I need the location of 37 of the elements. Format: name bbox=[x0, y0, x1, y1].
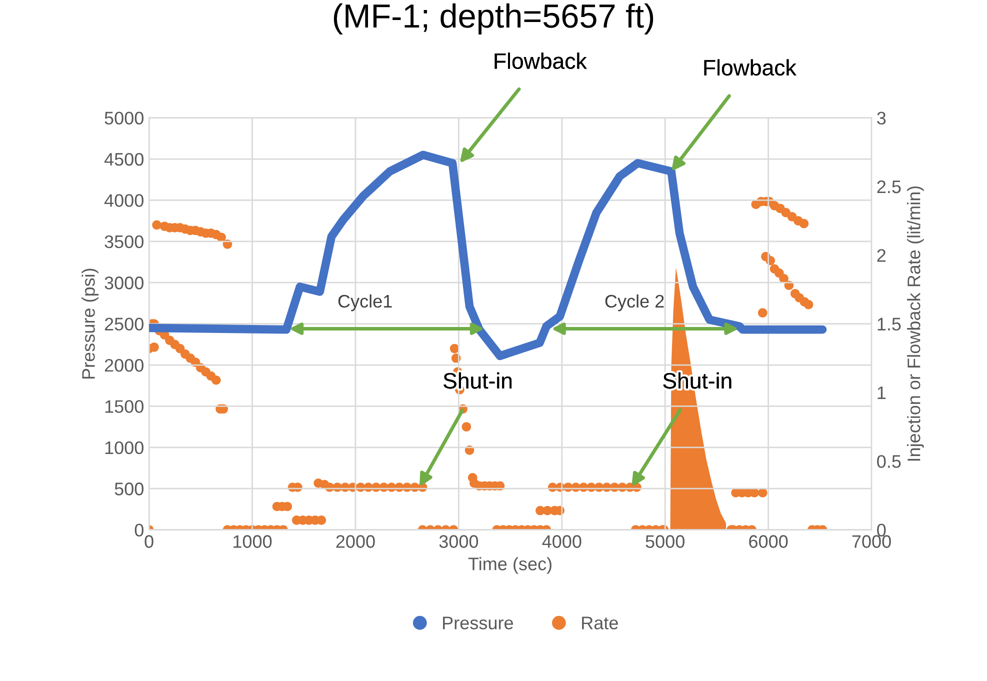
y2-tick-label: 3 bbox=[877, 112, 886, 125]
x-tick-label: 7000 bbox=[852, 535, 891, 548]
y-tick-label: 500 bbox=[114, 482, 144, 496]
x-axis-title: Time (sec) bbox=[468, 557, 552, 574]
y2-axis-title: Injection or Flowback Rate (lit/min) bbox=[907, 186, 924, 461]
x-tick-label: 0 bbox=[144, 535, 154, 548]
y-tick-label: 1500 bbox=[105, 400, 144, 413]
y-tick-label: 4500 bbox=[104, 152, 144, 166]
x-tick-label: 2000 bbox=[336, 535, 375, 548]
x-tick-label: 6000 bbox=[749, 535, 788, 548]
y-tick-label: 3500 bbox=[104, 235, 144, 248]
y-axis-title: Pressure (psi) bbox=[82, 268, 98, 379]
y-tick-label: 2500 bbox=[104, 318, 144, 331]
annotation: Cycle1 bbox=[338, 294, 392, 312]
y2-tick-label: 2.5 bbox=[877, 180, 901, 194]
annotation: Flowback bbox=[494, 52, 587, 69]
legend-label: Pressure bbox=[443, 616, 513, 630]
y-tick-label: 3000 bbox=[104, 276, 144, 290]
y-tick-label: 1000 bbox=[105, 441, 144, 454]
x-tick-label: 1000 bbox=[234, 535, 272, 548]
x-tick-label: 5000 bbox=[646, 535, 684, 548]
annotation: Shut-in bbox=[444, 372, 512, 389]
y-tick-label: 2000 bbox=[104, 358, 144, 372]
annotation: Cycle 2 bbox=[605, 294, 664, 312]
chart-title: (MF-1; depth=5657 ft) bbox=[334, 3, 654, 34]
y2-tick-label: 0.5 bbox=[877, 455, 901, 468]
y-tick-label: 4000 bbox=[104, 194, 144, 207]
y2-tick-label: 2 bbox=[877, 249, 886, 262]
y-tick-label: 0 bbox=[134, 524, 144, 537]
x-tick-label: 4000 bbox=[542, 535, 582, 548]
annotation: Flowback bbox=[704, 59, 796, 76]
y2-tick-label: 1.5 bbox=[878, 318, 901, 331]
y2-tick-label: 0 bbox=[877, 524, 886, 537]
y-tick-label: 5000 bbox=[104, 112, 144, 125]
legend-label: Rate bbox=[582, 616, 618, 630]
x-tick-label: 3000 bbox=[439, 535, 478, 548]
y2-tick-label: 1 bbox=[878, 386, 886, 400]
